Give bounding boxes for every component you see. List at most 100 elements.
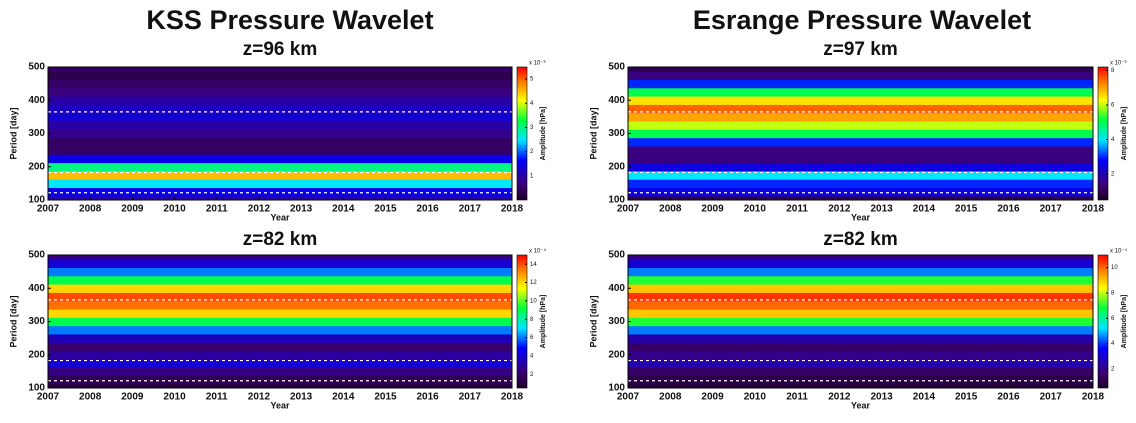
heatmap-cell bbox=[628, 187, 1093, 197]
heatmap-cell bbox=[628, 284, 1093, 293]
x-tick-label: 2014 bbox=[332, 392, 355, 403]
x-tick-label: 2010 bbox=[744, 204, 767, 215]
colorbar-tick-label: 4 bbox=[1111, 137, 1115, 143]
heatmap-cell bbox=[48, 79, 512, 89]
x-tick-label: 2017 bbox=[1040, 392, 1063, 403]
x-axis-label: Year bbox=[270, 400, 290, 410]
heatmap-cell bbox=[628, 317, 1093, 327]
heatmap-cell bbox=[48, 358, 512, 368]
x-tick-label: 2013 bbox=[871, 204, 894, 215]
heatmap bbox=[48, 255, 512, 388]
colorbar-tick-label: 4 bbox=[530, 101, 534, 107]
heatmap-cell bbox=[628, 71, 1093, 80]
heatmap-cell bbox=[48, 350, 512, 360]
heatmap-cell bbox=[48, 96, 512, 105]
colorbar-label: Amplitude [hPa] bbox=[1121, 107, 1128, 161]
colorbar-tick-label: 8 bbox=[1111, 68, 1115, 74]
x-tick-label: 2014 bbox=[913, 392, 936, 403]
colorbar bbox=[1097, 66, 1109, 201]
colorbar-tick-label: 6 bbox=[1111, 316, 1115, 322]
y-tick-label: 100 bbox=[608, 195, 625, 206]
heatmap-cell bbox=[48, 342, 512, 352]
colorbar-tick-label: 6 bbox=[1111, 103, 1115, 109]
panel-title: z=97 km bbox=[823, 39, 897, 60]
y-tick-label: 200 bbox=[608, 161, 625, 172]
heatmap-cell bbox=[48, 71, 512, 80]
y-tick-label: 500 bbox=[28, 250, 45, 261]
x-tick-label: 2007 bbox=[37, 392, 60, 403]
y-tick-label: 500 bbox=[608, 250, 625, 261]
x-tick-label: 2010 bbox=[163, 204, 186, 215]
x-tick-label: 2017 bbox=[1040, 204, 1063, 215]
heatmap-cell bbox=[48, 300, 512, 310]
heatmap-cell bbox=[48, 121, 512, 130]
x-tick-label: 2009 bbox=[121, 204, 144, 215]
x-tick-label: 2012 bbox=[828, 392, 851, 403]
colorbar-tick-label: 12 bbox=[530, 280, 537, 286]
y-tick-label: 300 bbox=[608, 128, 625, 139]
x-tick-label: 2008 bbox=[659, 204, 682, 215]
y-tick-label: 100 bbox=[28, 383, 45, 394]
heatmap-cell bbox=[48, 87, 512, 97]
colorbar bbox=[516, 66, 528, 201]
figure-heading: Esrange Pressure Wavelet bbox=[693, 5, 1031, 35]
colorbar-label: Amplitude [hPa] bbox=[540, 295, 547, 349]
heatmap-cell bbox=[48, 255, 512, 260]
colorbar-tick-label: 1 bbox=[530, 173, 534, 179]
x-tick-label: 2014 bbox=[332, 204, 355, 215]
heatmap-cell bbox=[628, 104, 1093, 114]
heatmap-cell bbox=[628, 137, 1093, 147]
x-tick-label: 2007 bbox=[37, 204, 60, 215]
heatmap-cell bbox=[628, 333, 1093, 343]
y-axis-label: Period [day] bbox=[588, 295, 598, 347]
heatmap-cell bbox=[628, 358, 1093, 368]
x-tick-label: 2016 bbox=[417, 204, 440, 215]
heatmap-cell bbox=[48, 367, 512, 377]
heatmap-cell bbox=[628, 342, 1093, 352]
x-tick-label: 2009 bbox=[701, 392, 724, 403]
colorbar-tick-label: 10 bbox=[530, 298, 537, 304]
x-tick-label: 2009 bbox=[701, 204, 724, 215]
x-axis-label: Year bbox=[270, 212, 290, 222]
x-tick-label: 2012 bbox=[828, 204, 851, 215]
y-axis-label: Period [day] bbox=[8, 295, 18, 347]
y-tick-label: 300 bbox=[28, 316, 45, 327]
colorbar-tick-label: 14 bbox=[530, 262, 537, 268]
x-tick-label: 2013 bbox=[290, 392, 313, 403]
y-tick-label: 300 bbox=[28, 128, 45, 139]
colorbar-tick-label: 2 bbox=[530, 372, 534, 378]
y-tick-label: 500 bbox=[28, 62, 45, 73]
heatmap-cell bbox=[628, 121, 1093, 130]
y-tick-label: 400 bbox=[608, 283, 625, 294]
heatmap-cell bbox=[48, 325, 512, 335]
heatmap-cell bbox=[628, 162, 1093, 172]
colorbar-tick-label: 4 bbox=[1111, 341, 1115, 347]
y-tick-label: 400 bbox=[608, 95, 625, 106]
heatmap-cell bbox=[48, 383, 512, 388]
colorbar bbox=[1097, 254, 1109, 389]
heatmap-cell bbox=[48, 309, 512, 318]
x-tick-label: 2014 bbox=[913, 204, 936, 215]
y-axis-label: Period [day] bbox=[588, 107, 598, 159]
heatmap-cell bbox=[628, 309, 1093, 318]
y-tick-label: 200 bbox=[28, 161, 45, 172]
x-tick-label: 2017 bbox=[459, 204, 482, 215]
heatmap-cell bbox=[48, 67, 512, 72]
x-tick-label: 2011 bbox=[206, 392, 228, 403]
panel-title: z=96 km bbox=[243, 39, 317, 60]
x-tick-label: 2015 bbox=[374, 204, 397, 215]
heatmap bbox=[48, 67, 512, 200]
x-axis-label: Year bbox=[851, 400, 871, 410]
heatmap-cell bbox=[628, 195, 1093, 200]
figure-heading: KSS Pressure Wavelet bbox=[146, 5, 433, 35]
heatmap-cell bbox=[628, 350, 1093, 360]
colorbar-label: Amplitude [hPa] bbox=[1121, 295, 1128, 349]
x-tick-label: 2008 bbox=[79, 204, 102, 215]
colorbar bbox=[516, 254, 528, 389]
heatmap-cell bbox=[628, 259, 1093, 268]
x-tick-label: 2012 bbox=[248, 204, 271, 215]
y-tick-label: 100 bbox=[608, 383, 625, 394]
colorbar-scale-label: x 10⁻⁴ bbox=[1110, 248, 1128, 255]
heatmap-cell bbox=[48, 195, 512, 200]
